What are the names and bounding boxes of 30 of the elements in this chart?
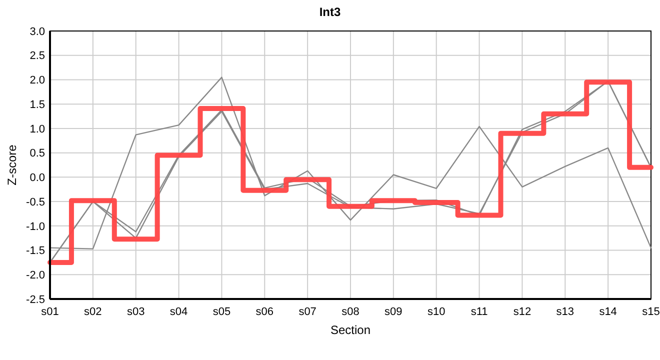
y-tick-label: 0.0: [30, 172, 45, 184]
x-tick-label: s12: [513, 306, 532, 318]
x-tick-label: s10: [427, 306, 446, 318]
x-tick-label: s05: [212, 306, 231, 318]
chart-title: Int3: [319, 5, 341, 19]
y-tick-label: -2.0: [26, 269, 45, 282]
x-tick-label: s08: [342, 306, 360, 318]
y-axis-title: Z-score: [5, 144, 19, 186]
x-tick-label: s01: [41, 306, 59, 318]
x-tick-label: s06: [256, 306, 274, 318]
x-tick-label: s15: [642, 306, 660, 318]
y-tick-label: 1.0: [30, 123, 45, 136]
x-tick-label: s13: [556, 306, 574, 318]
y-tick-label: 1.5: [30, 98, 45, 111]
y-tick-label: 2.5: [30, 50, 45, 62]
x-tick-label: s07: [298, 306, 316, 318]
y-tick-label: -1.0: [26, 220, 45, 233]
x-tick-label: s14: [599, 306, 617, 318]
x-tick-label: s11: [470, 306, 488, 318]
y-tick-label: -0.5: [26, 196, 45, 208]
y-tick-label: 0.5: [30, 148, 45, 160]
x-tick-label: s04: [170, 306, 188, 318]
x-axis-title: Section: [330, 323, 371, 337]
x-tick-label: s03: [126, 306, 145, 318]
y-tick-label: -1.5: [26, 245, 45, 258]
x-tick-label: s09: [384, 306, 402, 318]
y-tick-label: 3.0: [30, 26, 45, 38]
y-tick-label: -2.5: [26, 294, 45, 306]
x-tick-label: s02: [84, 306, 102, 318]
y-tick-label: 2.0: [30, 74, 45, 87]
